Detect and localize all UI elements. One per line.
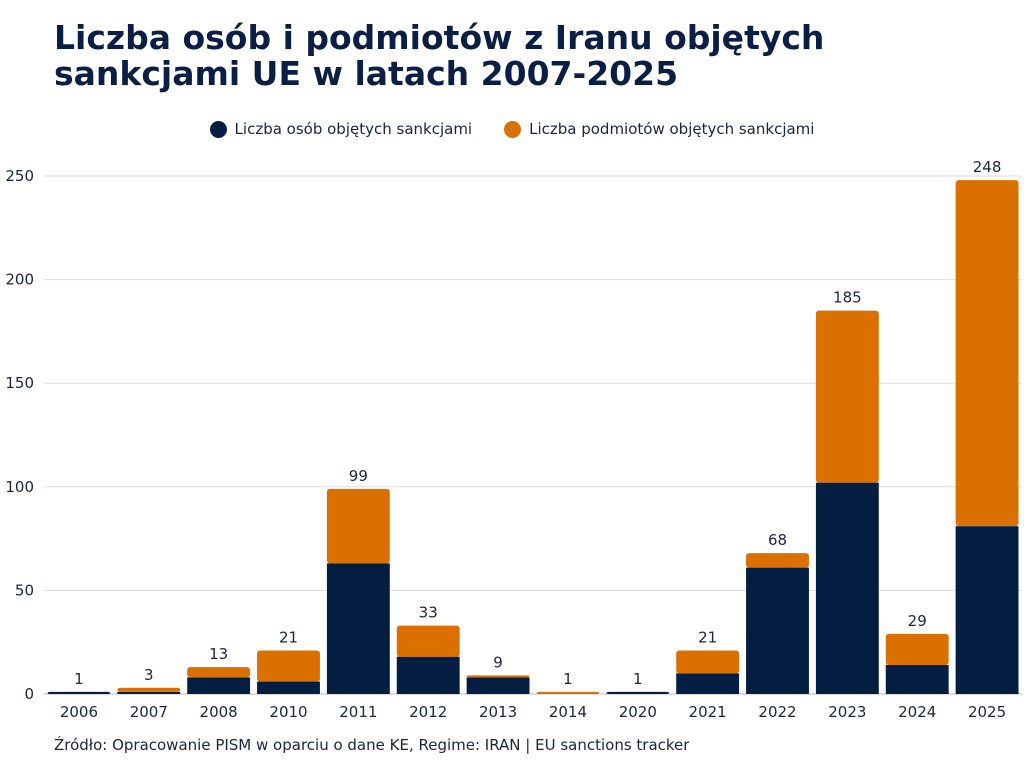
- legend-item-persons: Liczba osób objętych sankcjami: [209, 120, 473, 138]
- bar-segment-persons: [117, 691, 181, 694]
- total-data-label: 21: [279, 628, 298, 646]
- x-tick-label: 2020: [619, 703, 657, 721]
- y-tick-label: 250: [5, 167, 34, 185]
- bar-segment-persons: [885, 664, 949, 694]
- legend-swatch-entities: [504, 120, 522, 138]
- x-tick-label: 2011: [339, 703, 377, 721]
- bar-segment-entities: [117, 687, 181, 692]
- total-data-label: 3: [144, 666, 154, 684]
- bar-segment-entities: [955, 180, 1019, 527]
- total-data-label: 29: [908, 612, 927, 630]
- bar-segment-entities: [257, 650, 320, 682]
- bar-segment-persons: [466, 677, 530, 694]
- x-tick-label: 2021: [689, 703, 727, 721]
- legend-label-persons: Liczba osób objętych sankcjami: [234, 120, 473, 138]
- total-data-label: 1: [633, 670, 643, 688]
- bar-segment-persons: [187, 677, 251, 694]
- bar-segment-persons: [676, 673, 740, 694]
- total-data-label: 1: [563, 670, 573, 688]
- x-tick-label: 2025: [968, 703, 1006, 721]
- bar-segment-entities: [396, 625, 460, 657]
- bar-segment-entities: [326, 488, 390, 564]
- bar-segment-entities: [536, 691, 600, 694]
- x-tick-label: 2013: [479, 703, 517, 721]
- x-tick-label: 2006: [60, 703, 98, 721]
- bar-segment-persons: [955, 526, 1019, 694]
- bar-segment-persons: [326, 563, 390, 694]
- total-data-label: 248: [973, 158, 1002, 176]
- x-tick-label: 2023: [828, 703, 866, 721]
- total-data-label: 21: [698, 628, 717, 646]
- y-tick-label: 0: [24, 685, 34, 703]
- x-tick-label: 2008: [200, 703, 238, 721]
- bar-segment-entities: [676, 650, 740, 674]
- total-data-label: 99: [349, 467, 368, 485]
- total-data-label: 13: [209, 645, 228, 663]
- legend-item-entities: Liczba podmiotów objętych sankcjami: [504, 120, 814, 138]
- x-tick-label: 2024: [898, 703, 936, 721]
- y-tick-label: 50: [15, 581, 34, 599]
- y-tick-label: 200: [5, 271, 34, 289]
- bar-segment-entities: [885, 633, 949, 665]
- legend-label-entities: Liczba podmiotów objętych sankcjami: [529, 120, 815, 138]
- bar-segment-entities: [746, 553, 809, 568]
- bar-segment-persons: [746, 567, 809, 694]
- bar-segment-persons: [606, 691, 670, 694]
- bar-segment-persons: [257, 681, 320, 694]
- x-tick-label: 2014: [549, 703, 587, 721]
- x-tick-label: 2010: [269, 703, 307, 721]
- chart-title: Liczba osób i podmiotów z Iranu objętych…: [54, 18, 825, 93]
- x-tick-label: 2007: [130, 703, 168, 721]
- total-data-label: 9: [493, 653, 503, 671]
- total-data-label: 68: [768, 531, 787, 549]
- source-note: Źródło: Opracowanie PISM w oparciu o dan…: [54, 736, 690, 754]
- total-data-label: 1: [74, 670, 84, 688]
- bar-segment-persons: [815, 482, 879, 694]
- x-tick-label: 2012: [409, 703, 447, 721]
- y-tick-label: 100: [5, 478, 34, 496]
- bar-segment-persons: [396, 656, 460, 694]
- legend-swatch-persons: [209, 120, 227, 138]
- legend: Liczba osób objętych sankcjami Liczba po…: [0, 120, 1024, 138]
- bar-segment-persons: [47, 691, 111, 694]
- bar-segment-entities: [815, 310, 879, 483]
- bar-segment-entities: [466, 675, 530, 678]
- bar-segment-entities: [187, 667, 251, 678]
- total-data-label: 33: [419, 604, 438, 622]
- x-tick-label: 2022: [758, 703, 796, 721]
- y-tick-label: 150: [5, 374, 34, 392]
- total-data-label: 185: [833, 289, 862, 307]
